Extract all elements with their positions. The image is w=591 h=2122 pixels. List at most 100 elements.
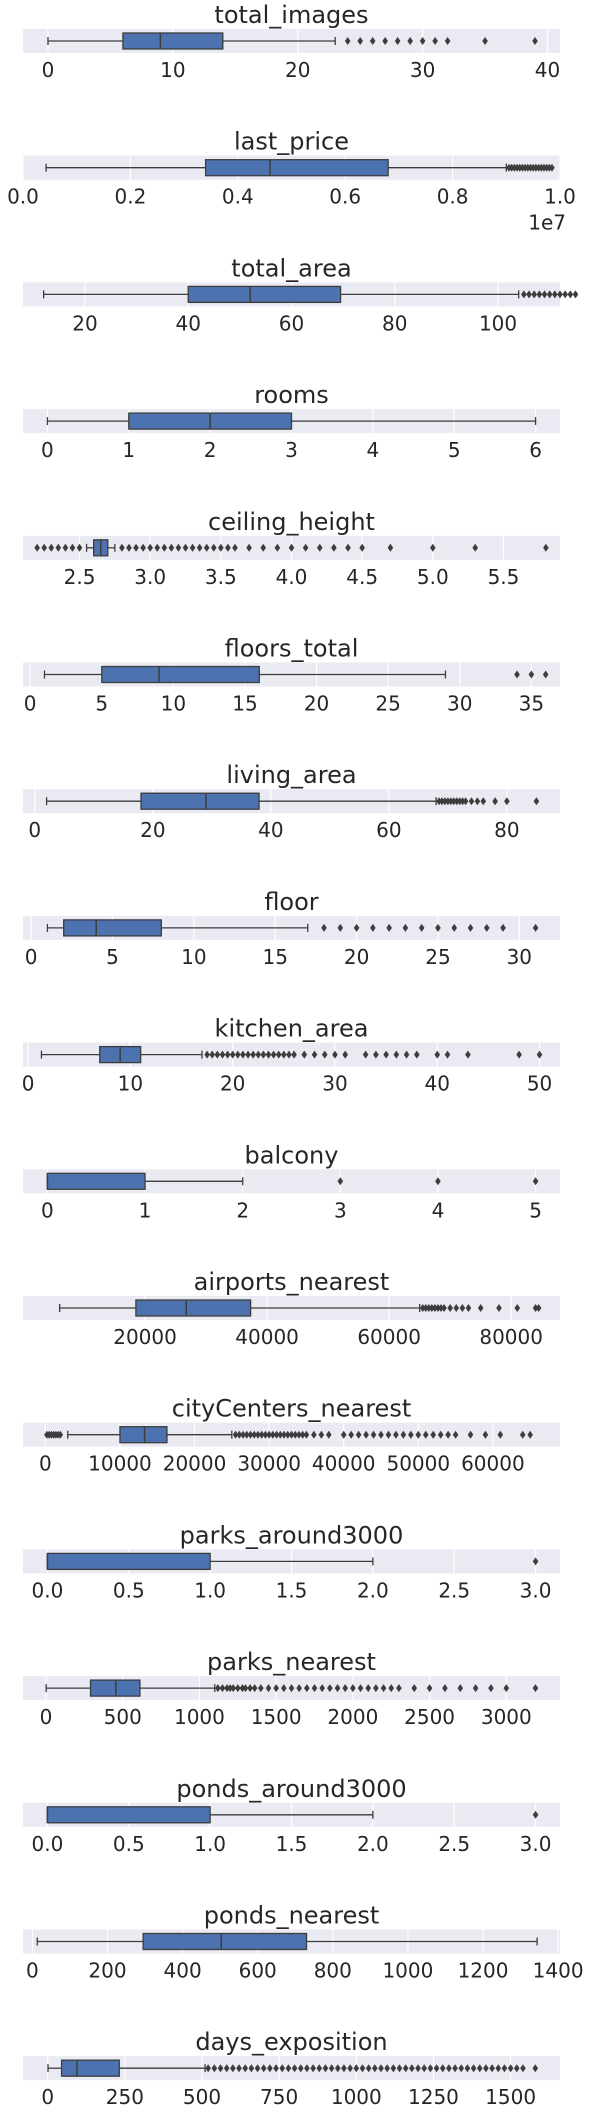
outlier-point [285,2064,292,2073]
tick-label: 0 [39,1452,52,1476]
outlier-point [453,1304,460,1312]
outlier-point [452,2064,458,2073]
outlier-point [421,2064,428,2073]
outlier-point [414,1050,420,1059]
outlier-point [442,797,448,806]
outlier-point [340,1430,347,1439]
tick-label: 1.5 [276,1578,308,1602]
outlier-point [468,797,475,806]
outlier-point [370,923,376,932]
boxplot-panel-ponds_nearest: ponds_nearest 0 200 400 600 800 1000 1200 1400 [23,1902,584,1983]
outlier-point [337,923,344,932]
outlier-point [402,923,409,932]
outlier-point [532,37,538,45]
outlier-point [363,1430,369,1439]
outlier-point [380,1684,387,1693]
outlier-point [316,543,323,552]
outlier-point [76,543,83,552]
outlier-point [411,1684,418,1693]
outlier-point [396,2064,403,2073]
tick-label: 2 [236,1198,249,1222]
outlier-point [519,1430,526,1439]
chart-title: total_images [214,1,368,29]
outlier-point [430,1430,437,1439]
outlier-point [258,1430,265,1439]
outlier-point [477,1304,484,1312]
outlier-point [536,290,543,299]
outlier-point [211,2064,218,2073]
tick-label: 0.0 [32,1578,64,1602]
outlier-point [345,543,351,552]
boxplot-panel-parks_around3000: parks_around3000 0.0 0.5 1.0 1.5 2.0 2.5 3.0 [23,1521,560,1602]
outlier-point [347,2064,353,2073]
outlier-point [546,290,553,299]
outlier-point [224,1684,230,1693]
outlier-point [189,543,196,552]
tick-label: 0 [42,58,55,82]
outlier-point [281,1684,287,1693]
tick-label: 1500 [485,2085,536,2109]
outlier-point [265,1050,272,1059]
outlier-point [225,543,231,552]
outlier-point [260,2064,267,2073]
tick-label: 3 [334,1198,347,1222]
outlier-point [224,1050,231,1059]
outlier-point [334,1684,341,1693]
outlier-point [488,1684,494,1693]
outlier-point [359,543,365,552]
outlier-point [482,1430,489,1439]
outlier-point [341,2064,347,2073]
outlier-point [422,1304,429,1312]
outlier-point [465,1304,472,1312]
outlier-point [240,1430,246,1439]
outlier-point [456,797,463,806]
tick-label: 20000 [113,1325,177,1349]
outlier-point [532,1304,539,1312]
outlier-point [445,797,451,806]
outlier-point [327,1684,333,1693]
outlier-point [370,1430,377,1439]
outlier-point [533,797,540,806]
outlier-point [325,1430,332,1439]
outlier-point [467,1430,474,1439]
outlier-point [334,2064,341,2073]
outlier-point [384,2064,390,2073]
outlier-point [386,923,392,932]
tick-label: 60 [376,818,401,842]
outlier-point [497,1430,504,1439]
outlier-point [258,1684,264,1693]
outlier-point [119,543,125,552]
tick-label: 2.5 [438,1578,470,1602]
outlier-point [362,1050,369,1059]
tick-label: 20 [285,58,310,82]
outlier-point [514,670,520,679]
outlier-point [301,1050,308,1059]
tick-label: 0 [25,945,38,969]
outlier-point [531,290,537,299]
iqr-box [142,1932,308,1951]
outlier-point [415,2064,421,2073]
outlier-point [419,1304,426,1312]
outlier-point [69,543,76,552]
outlier-point [444,1050,451,1059]
outlier-point [436,797,442,806]
outlier-point [527,1430,533,1439]
outlier-point [378,1430,384,1439]
tick-label: 2000 [327,1705,378,1729]
outlier-point [542,670,549,679]
chart-title: parks_nearest [207,1648,376,1676]
outlier-point [503,1684,510,1693]
tick-label: 1.5 [276,1832,308,1856]
outlier-point [209,1050,216,1059]
tick-label: 500 [183,2085,221,2109]
outlier-point [357,1684,364,1693]
outlier-point [373,1684,379,1693]
outlier-point [507,2064,514,2073]
tick-label: 1000 [382,1959,433,1983]
outlier-point [250,1050,256,1059]
outlier-point [251,1430,258,1439]
tick-label: 100 [479,311,517,335]
outlier-point [513,2064,520,2073]
outlier-point [291,2064,298,2073]
outlier-point [528,670,535,679]
